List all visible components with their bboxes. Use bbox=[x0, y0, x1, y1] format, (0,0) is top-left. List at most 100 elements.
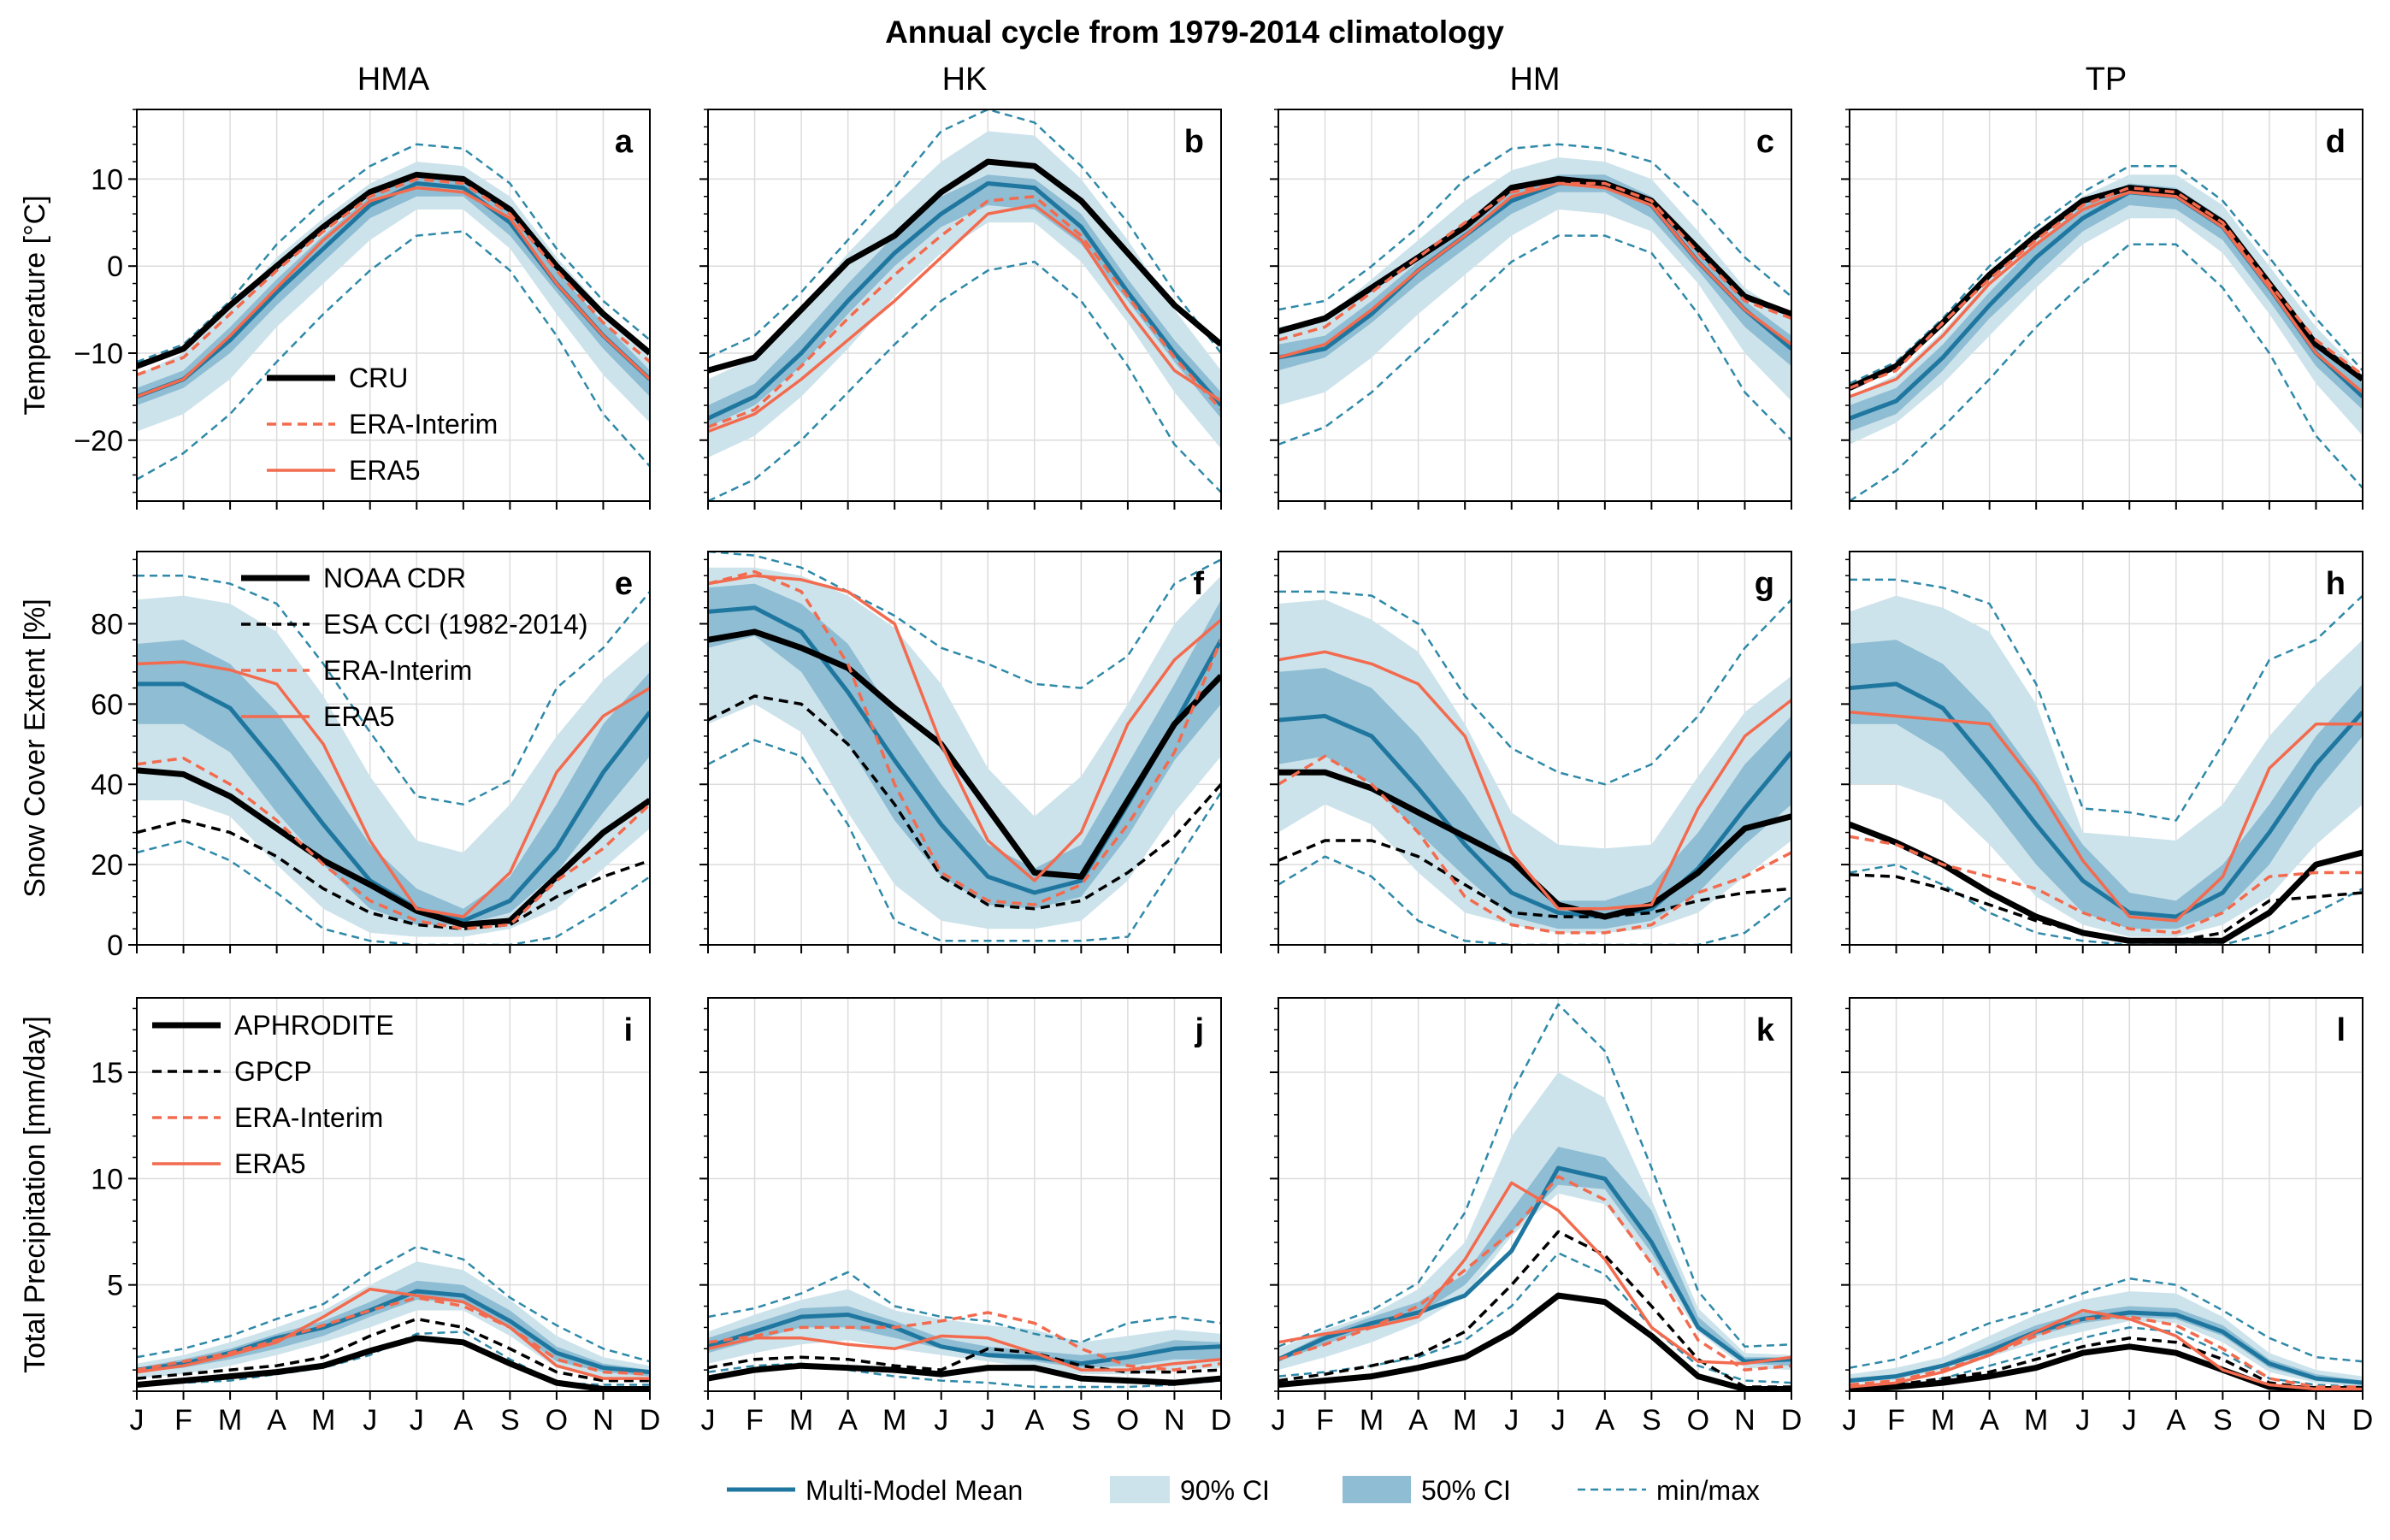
panel-k: J F M A M J J A S O N Dk bbox=[1270, 997, 1802, 1437]
y-tick-label: 15 bbox=[91, 1057, 123, 1089]
legend-label: GPCP bbox=[234, 1056, 312, 1087]
panel-letter: f bbox=[1193, 566, 1204, 602]
x-axis bbox=[1849, 945, 2363, 953]
obs-line bbox=[1850, 711, 2363, 923]
obs-line bbox=[1278, 650, 1791, 911]
x-tick-label: M bbox=[218, 1404, 242, 1437]
obs-line bbox=[1278, 754, 1791, 935]
panel-frame bbox=[136, 551, 651, 946]
x-tick-label: A bbox=[1408, 1404, 1428, 1437]
x-tick-label: A bbox=[1024, 1404, 1044, 1437]
obs-line bbox=[1278, 1181, 1791, 1366]
ci50-band bbox=[1850, 640, 2363, 929]
y-tick-label: 0 bbox=[107, 251, 123, 283]
panel-frame bbox=[136, 997, 651, 1392]
obs-line bbox=[137, 767, 650, 928]
obs-line bbox=[1278, 181, 1791, 342]
obs-line bbox=[1278, 1230, 1791, 1389]
obs-line bbox=[1278, 1292, 1791, 1391]
panel-letter: l bbox=[2336, 1012, 2346, 1048]
y-tick-label: 20 bbox=[91, 849, 123, 882]
legend-label: 50% CI bbox=[1421, 1475, 1511, 1506]
panel-letter: e bbox=[615, 566, 633, 602]
plot-area bbox=[1278, 1003, 1791, 1391]
y-axis-label: Total Precipitation [mm/day] bbox=[19, 1016, 51, 1373]
x-tick-label: M bbox=[311, 1404, 335, 1437]
ci50-band bbox=[1278, 1147, 1791, 1366]
obs-line bbox=[137, 1335, 650, 1391]
panel-frame bbox=[1849, 109, 2363, 502]
max-line bbox=[137, 143, 650, 363]
ci50-band bbox=[1278, 668, 1791, 929]
y-axis bbox=[699, 109, 708, 493]
x-tick-label: J bbox=[363, 1404, 377, 1437]
x-tick-label: O bbox=[1687, 1404, 1709, 1437]
column-title: TP bbox=[2086, 62, 2127, 97]
y-tick-label: 0 bbox=[107, 929, 123, 962]
panel-letter: a bbox=[615, 124, 634, 160]
y-tick-label: 60 bbox=[91, 688, 123, 721]
obs-line bbox=[1850, 1315, 2363, 1389]
x-axis bbox=[1278, 501, 1792, 510]
panel-g: g bbox=[1270, 551, 1792, 953]
plot-area bbox=[137, 574, 650, 945]
panel-frame bbox=[1849, 551, 2363, 946]
min-line bbox=[708, 260, 1221, 501]
x-tick-label: J bbox=[701, 1404, 716, 1437]
x-tick-label: N bbox=[593, 1404, 614, 1437]
y-axis bbox=[1841, 1007, 1850, 1392]
obs-line bbox=[1850, 186, 2363, 390]
figure-title: Annual cycle from 1979-2014 climatology bbox=[885, 15, 1504, 50]
plot-area bbox=[1278, 590, 1791, 945]
panel-l: J F M A M J J A S O N Dl bbox=[1841, 997, 2374, 1437]
ci50-band bbox=[708, 174, 1221, 428]
obs-line bbox=[708, 195, 1221, 429]
legend-swatch-ci90 bbox=[1110, 1476, 1170, 1503]
panel-frame bbox=[707, 997, 1222, 1392]
y-axis-label: Snow Cover Extent [%] bbox=[19, 599, 51, 898]
panel-frame bbox=[707, 551, 1222, 946]
obs-line bbox=[1850, 1343, 2363, 1391]
obs-line bbox=[137, 186, 650, 398]
x-tick-label: J bbox=[130, 1404, 145, 1437]
y-tick-label: 5 bbox=[107, 1270, 123, 1302]
x-tick-label: D bbox=[2352, 1404, 2374, 1437]
x-tick-label: J bbox=[1272, 1404, 1286, 1437]
legend-label: min/max bbox=[1656, 1475, 1760, 1506]
x-axis bbox=[136, 945, 651, 953]
plot-area bbox=[137, 1245, 650, 1391]
bottom-legend: Multi-Model Mean 90% CI 50% CI min/max bbox=[727, 1475, 1760, 1506]
grid bbox=[136, 998, 651, 1391]
x-tick-label: N bbox=[1734, 1404, 1756, 1437]
min-line bbox=[1278, 234, 1791, 445]
x-tick-label: J bbox=[981, 1404, 995, 1437]
panel-frame bbox=[1849, 997, 2363, 1392]
panel-legend: CRU ERA-Interim ERA5 bbox=[267, 363, 498, 486]
x-axis bbox=[136, 501, 651, 510]
y-axis bbox=[1841, 109, 1850, 493]
obs-line bbox=[1278, 839, 1791, 918]
obs-line bbox=[137, 660, 650, 918]
obs-line bbox=[1850, 190, 2363, 398]
legend-label: APHRODITE bbox=[234, 1010, 394, 1041]
y-axis bbox=[1270, 558, 1278, 946]
min-line bbox=[137, 230, 650, 481]
min-line bbox=[1278, 855, 1791, 945]
obs-line bbox=[708, 1334, 1221, 1372]
x-tick-label: S bbox=[2213, 1404, 2233, 1437]
panel-b: b bbox=[699, 109, 1222, 510]
plot-area bbox=[1278, 143, 1791, 445]
ci90-band bbox=[1278, 1072, 1791, 1371]
x-tick-label: S bbox=[1642, 1404, 1661, 1437]
min-line bbox=[137, 839, 650, 945]
x-tick-label: N bbox=[1164, 1404, 1185, 1437]
obs-line bbox=[708, 1362, 1221, 1386]
obs-line bbox=[1278, 181, 1791, 359]
multi-model-mean-line bbox=[137, 1289, 650, 1375]
x-tick-label: J bbox=[410, 1404, 424, 1437]
y-tick-label: 10 bbox=[91, 1163, 123, 1195]
panel-a: −20 −10 0 10 a Temperature [°C] CRU ERA-Interim… bbox=[19, 109, 651, 510]
